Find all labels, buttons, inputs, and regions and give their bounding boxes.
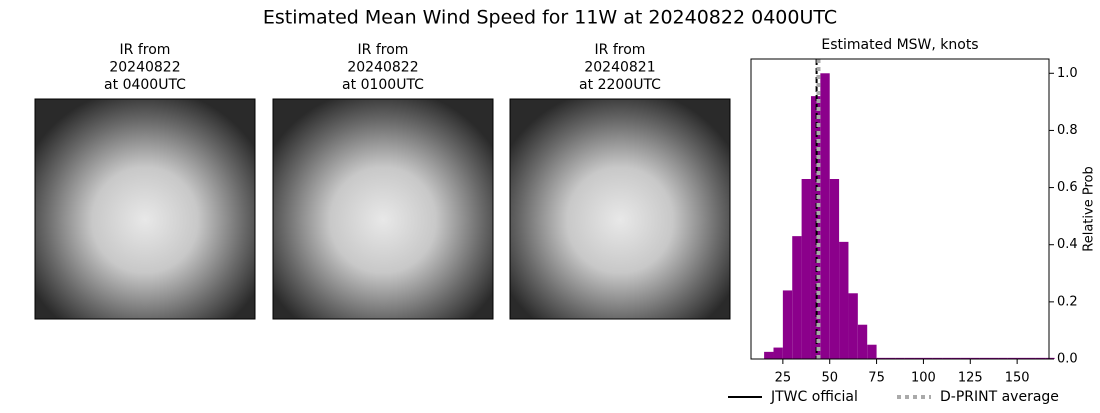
panel-label: 20240821 (584, 60, 655, 76)
bar (989, 357, 999, 359)
bar (960, 357, 971, 359)
panel-label: IR from (358, 42, 409, 58)
y-tick-label: 0.0 (1057, 352, 1078, 367)
x-tick-label: 75 (868, 371, 885, 386)
ir-image (272, 98, 494, 320)
panel-label: 20240822 (109, 60, 180, 76)
bar (951, 357, 961, 359)
panel-label: 20240822 (347, 60, 418, 76)
y-tick-label: 0.2 (1057, 294, 1078, 309)
y-tick-label: 0.6 (1057, 180, 1078, 195)
figure-title: Estimated Mean Wind Speed for 11W at 202… (263, 7, 837, 29)
bar (979, 357, 990, 359)
panel-label: at 0400UTC (104, 77, 186, 93)
bar (848, 293, 858, 359)
legend-label: JTWC official (770, 389, 858, 405)
chart-title: Estimated MSW, knots (821, 37, 978, 53)
bar (867, 344, 877, 359)
x-tick-label: 150 (1005, 371, 1030, 386)
ir-image (34, 98, 256, 320)
y-tick-label: 1.0 (1057, 66, 1078, 81)
x-tick-label: 50 (821, 371, 838, 386)
bar (970, 357, 980, 359)
x-tick-label: 125 (958, 371, 983, 386)
bar (885, 357, 896, 359)
bar (1017, 357, 1027, 359)
bar (904, 357, 915, 359)
panel-label: IR from (120, 42, 171, 58)
bar (764, 351, 774, 359)
bar (820, 73, 830, 360)
y-axis-label: Relative Prob (1082, 166, 1097, 251)
bar (1007, 357, 1018, 359)
bar (839, 241, 849, 359)
bar (773, 347, 783, 359)
legend-label: D-PRINT average (940, 389, 1059, 405)
ir-image (509, 98, 731, 320)
bar (932, 357, 943, 359)
bar (895, 357, 905, 359)
bar (829, 179, 840, 359)
bar (1045, 357, 1055, 359)
y-tick-label: 0.4 (1057, 237, 1078, 252)
y-tick-label: 0.8 (1057, 123, 1078, 138)
bar (801, 179, 811, 359)
bar (923, 357, 933, 359)
bar (782, 290, 793, 359)
bar (1026, 357, 1036, 359)
bar (942, 357, 952, 359)
panel-label: IR from (595, 42, 646, 58)
bar (810, 96, 821, 360)
bar (792, 236, 802, 359)
panel-label: at 2200UTC (579, 77, 661, 93)
bar (857, 324, 868, 359)
x-tick-label: 100 (911, 371, 936, 386)
bar (1035, 357, 1046, 359)
bar (876, 357, 886, 359)
panel-label: at 0100UTC (342, 77, 424, 93)
plot-frame (750, 58, 1050, 360)
x-tick-label: 25 (775, 371, 792, 386)
bar (998, 357, 1008, 359)
bar (914, 357, 924, 359)
